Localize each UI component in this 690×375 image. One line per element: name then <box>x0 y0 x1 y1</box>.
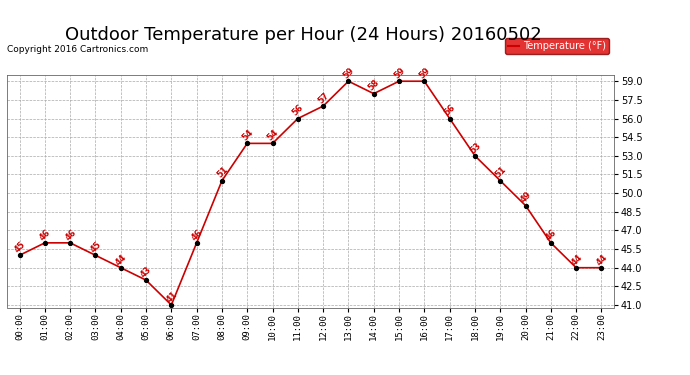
Text: 44: 44 <box>595 252 609 267</box>
Text: 46: 46 <box>63 227 78 242</box>
Text: 56: 56 <box>443 103 457 118</box>
Text: 49: 49 <box>519 190 533 205</box>
Text: Copyright 2016 Cartronics.com: Copyright 2016 Cartronics.com <box>7 45 148 54</box>
Text: 44: 44 <box>569 252 584 267</box>
Point <box>393 78 404 84</box>
Point <box>166 302 177 308</box>
Text: 53: 53 <box>468 141 482 155</box>
Legend: Temperature (°F): Temperature (°F) <box>505 38 609 54</box>
Text: 45: 45 <box>12 240 28 255</box>
Point <box>596 265 607 271</box>
Point <box>293 116 304 122</box>
Point <box>368 91 380 97</box>
Point <box>317 103 328 109</box>
Point <box>141 277 152 283</box>
Point <box>241 140 253 146</box>
Point <box>545 240 556 246</box>
Text: 56: 56 <box>291 103 306 118</box>
Point <box>217 178 228 184</box>
Text: 43: 43 <box>139 265 154 279</box>
Text: 59: 59 <box>342 66 356 81</box>
Text: 51: 51 <box>493 165 508 180</box>
Point <box>444 116 455 122</box>
Point <box>267 140 278 146</box>
Point <box>571 265 582 271</box>
Point <box>90 252 101 258</box>
Point <box>65 240 76 246</box>
Text: Outdoor Temperature per Hour (24 Hours) 20160502: Outdoor Temperature per Hour (24 Hours) … <box>66 26 542 44</box>
Text: 59: 59 <box>417 66 432 81</box>
Point <box>469 153 480 159</box>
Text: 57: 57 <box>316 91 331 105</box>
Text: 46: 46 <box>544 227 559 242</box>
Point <box>115 265 126 271</box>
Text: 45: 45 <box>88 240 104 255</box>
Point <box>343 78 354 84</box>
Point <box>39 240 50 246</box>
Point <box>191 240 202 246</box>
Text: 59: 59 <box>392 66 406 81</box>
Text: 58: 58 <box>367 78 382 93</box>
Text: 41: 41 <box>164 290 179 304</box>
Text: 46: 46 <box>38 227 52 242</box>
Text: 54: 54 <box>240 128 255 142</box>
Text: 44: 44 <box>114 252 128 267</box>
Text: 54: 54 <box>266 128 280 142</box>
Point <box>520 202 531 208</box>
Point <box>14 252 25 258</box>
Point <box>419 78 430 84</box>
Point <box>495 178 506 184</box>
Text: 51: 51 <box>215 165 230 180</box>
Text: 46: 46 <box>190 227 204 242</box>
